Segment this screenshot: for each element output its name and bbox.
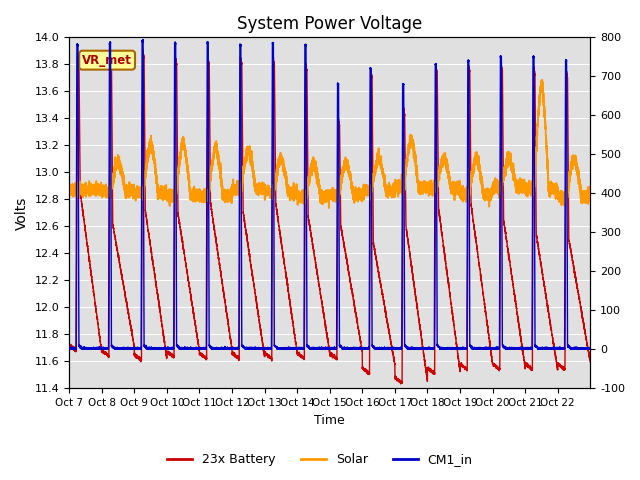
Title: System Power Voltage: System Power Voltage: [237, 15, 422, 33]
X-axis label: Time: Time: [314, 414, 345, 427]
Legend: 23x Battery, Solar, CM1_in: 23x Battery, Solar, CM1_in: [163, 448, 477, 471]
Text: VR_met: VR_met: [82, 54, 132, 67]
Y-axis label: Volts: Volts: [15, 196, 29, 229]
